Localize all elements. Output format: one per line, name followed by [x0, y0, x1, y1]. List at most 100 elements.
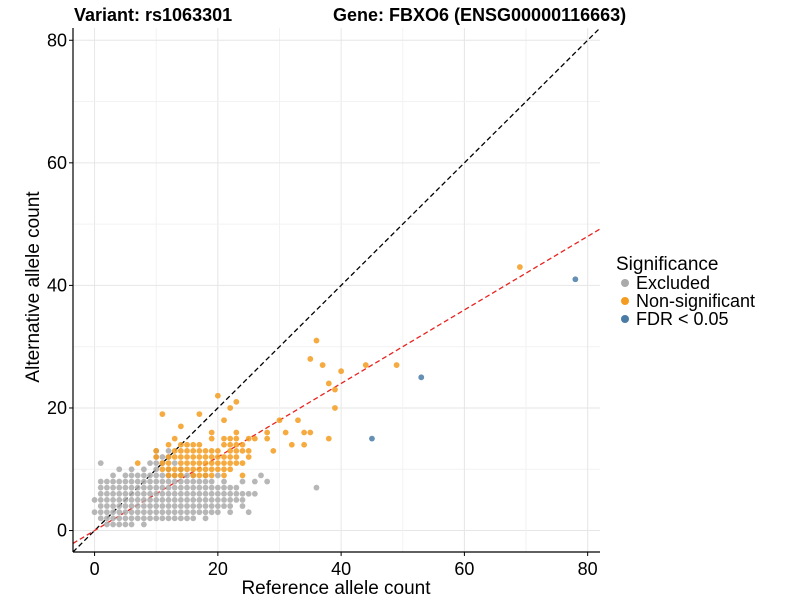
- point-series-0: [159, 509, 166, 516]
- point-series-0: [128, 490, 135, 497]
- point-series-0: [110, 497, 116, 503]
- legend-label: FDR < 0.05: [636, 309, 729, 329]
- point-series-1: [221, 472, 227, 479]
- point-series-1: [362, 362, 369, 368]
- point-series-1: [221, 441, 227, 448]
- point-series-2: [418, 374, 425, 381]
- point-series-0: [171, 478, 178, 485]
- point-series-1: [239, 441, 246, 448]
- point-series-1: [196, 411, 203, 418]
- point-series-0: [140, 503, 147, 509]
- point-series-0: [227, 490, 234, 497]
- point-series-0: [110, 521, 116, 528]
- legend-key: [621, 315, 629, 323]
- point-series-1: [184, 441, 190, 448]
- point-series-1: [319, 362, 326, 368]
- point-series-0: [128, 478, 135, 485]
- point-series-0: [147, 478, 153, 485]
- point-series-0: [147, 490, 153, 497]
- point-series-0: [214, 503, 221, 509]
- point-series-1: [165, 472, 172, 479]
- point-series-1: [208, 435, 215, 442]
- point-series-1: [214, 447, 221, 454]
- point-series-0: [116, 478, 123, 485]
- point-series-0: [165, 515, 172, 522]
- point-series-0: [153, 472, 160, 479]
- point-series-0: [140, 509, 147, 516]
- point-series-1: [516, 264, 523, 270]
- point-series-1: [227, 460, 234, 467]
- point-series-0: [239, 497, 246, 503]
- point-series-1: [165, 460, 172, 467]
- point-series-0: [128, 515, 135, 522]
- point-series-1: [208, 454, 215, 460]
- point-series-0: [214, 484, 221, 491]
- point-series-0: [116, 490, 123, 497]
- point-series-1: [214, 454, 221, 460]
- point-series-0: [128, 503, 135, 509]
- point-series-0: [153, 484, 160, 491]
- point-series-0: [110, 490, 116, 497]
- point-series-0: [177, 515, 184, 522]
- point-series-0: [171, 460, 178, 467]
- point-series-0: [91, 497, 98, 503]
- point-series-1: [227, 454, 234, 460]
- point-series-1: [233, 441, 240, 448]
- point-series-1: [208, 460, 215, 467]
- point-series-1: [177, 454, 184, 460]
- point-series-1: [184, 454, 190, 460]
- point-series-1: [227, 447, 234, 454]
- point-series-0: [159, 490, 166, 497]
- point-series-0: [116, 509, 123, 516]
- point-series-1: [270, 447, 277, 454]
- point-series-0: [153, 478, 160, 485]
- point-series-0: [97, 515, 104, 522]
- point-series-2: [572, 276, 579, 283]
- point-series-0: [104, 497, 110, 503]
- point-series-1: [288, 441, 295, 448]
- point-series-0: [171, 509, 178, 516]
- point-series-0: [165, 478, 172, 485]
- x-tick-label: 60: [454, 559, 474, 579]
- point-series-0: [221, 497, 227, 503]
- point-series-0: [140, 490, 147, 497]
- point-series-0: [202, 484, 209, 491]
- point-series-1: [221, 417, 227, 424]
- point-series-1: [313, 337, 320, 344]
- point-series-0: [147, 472, 153, 479]
- point-series-0: [196, 497, 203, 503]
- point-series-0: [104, 515, 110, 522]
- point-series-0: [134, 478, 141, 485]
- point-series-1: [190, 460, 197, 467]
- point-series-0: [177, 484, 184, 491]
- point-series-0: [239, 503, 246, 509]
- point-series-0: [110, 484, 116, 491]
- point-series-0: [177, 497, 184, 503]
- point-series-0: [147, 515, 153, 522]
- point-series-1: [171, 454, 178, 460]
- point-series-0: [134, 509, 141, 516]
- legend-key: [621, 297, 629, 305]
- x-tick-label: 80: [578, 559, 598, 579]
- point-series-0: [128, 521, 135, 528]
- point-series-1: [177, 466, 184, 473]
- point-series-0: [104, 490, 110, 497]
- point-series-1: [214, 392, 221, 399]
- point-series-1: [307, 356, 314, 362]
- point-series-0: [221, 484, 227, 491]
- x-tick-label: 0: [90, 559, 100, 579]
- point-series-1: [165, 441, 172, 448]
- point-series-0: [116, 503, 123, 509]
- point-series-0: [159, 497, 166, 503]
- point-series-0: [134, 490, 141, 497]
- legend-title: Significance: [616, 254, 718, 275]
- point-series-1: [227, 441, 234, 448]
- y-tick-label: 80: [47, 30, 67, 50]
- point-series-0: [153, 503, 160, 509]
- point-series-0: [122, 478, 129, 485]
- point-series-0: [214, 497, 221, 503]
- point-series-1: [332, 386, 338, 393]
- point-series-1: [171, 466, 178, 473]
- point-series-0: [140, 484, 147, 491]
- point-series-0: [122, 515, 129, 522]
